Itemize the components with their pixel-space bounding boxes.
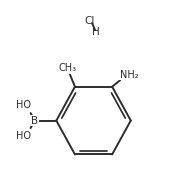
Text: Cl: Cl <box>85 16 95 26</box>
Text: HO: HO <box>16 100 31 110</box>
Text: HO: HO <box>16 131 31 141</box>
Text: H: H <box>92 27 100 37</box>
Text: NH₂: NH₂ <box>120 70 138 80</box>
Text: CH₃: CH₃ <box>59 63 77 73</box>
Text: B: B <box>31 115 39 125</box>
